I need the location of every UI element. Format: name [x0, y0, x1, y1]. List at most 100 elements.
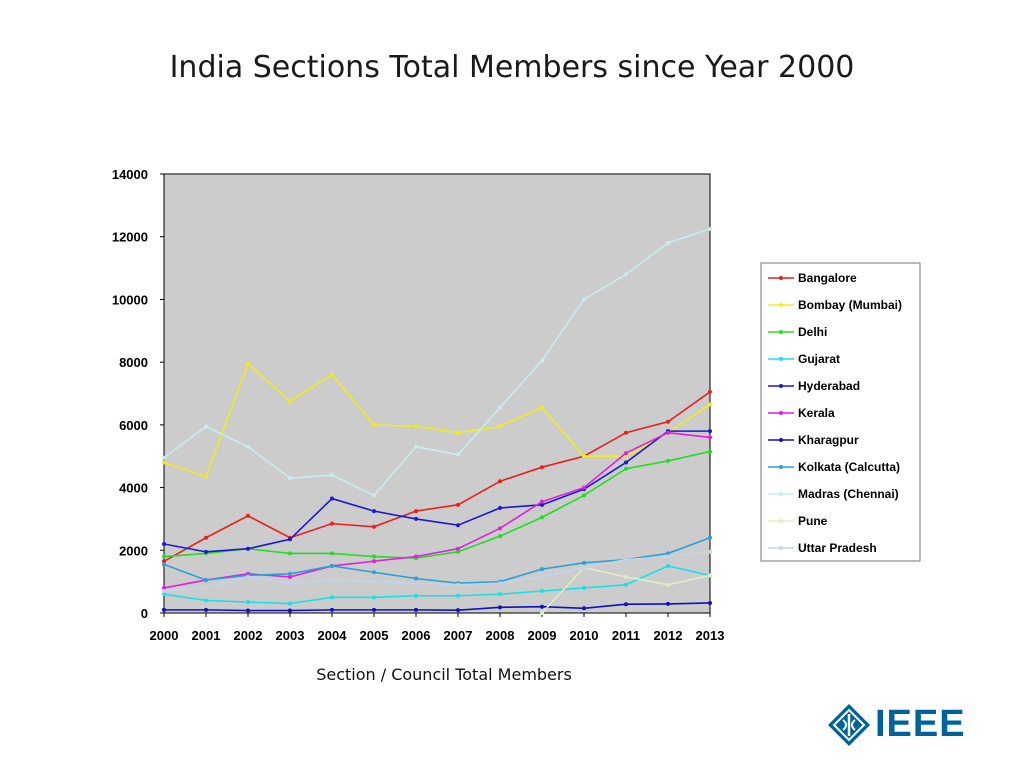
- data-point: [414, 424, 418, 429]
- data-point: [162, 542, 166, 547]
- x-tick-label: 2013: [696, 628, 725, 643]
- data-point: [456, 608, 460, 613]
- data-point: [162, 554, 166, 559]
- legend-box: [760, 262, 921, 562]
- legend-swatch-marker: [779, 276, 783, 280]
- legend-swatch-marker: [779, 546, 783, 550]
- data-point: [624, 430, 628, 435]
- series-line-6: [164, 602, 711, 612]
- data-point: [540, 465, 544, 470]
- data-point: [624, 460, 628, 465]
- data-point: [456, 523, 460, 528]
- x-tick-label: 2010: [570, 628, 599, 643]
- data-point: [246, 574, 250, 579]
- data-point: [162, 455, 166, 460]
- data-point: [288, 581, 292, 586]
- data-point: [498, 534, 502, 539]
- series-line-1: [163, 362, 711, 478]
- data-point: [372, 595, 376, 600]
- data-point: [414, 509, 418, 514]
- x-tick-label: 2009: [528, 628, 557, 643]
- data-point: [414, 516, 418, 521]
- data-point: [456, 452, 460, 457]
- data-point: [666, 601, 670, 606]
- data-point: [498, 605, 502, 610]
- data-point: [162, 562, 166, 567]
- data-point: [288, 476, 292, 481]
- data-point: [624, 574, 628, 579]
- data-point: [204, 549, 208, 554]
- data-point: [456, 549, 460, 554]
- data-point: [456, 546, 460, 551]
- data-point: [288, 399, 292, 404]
- data-point: [624, 451, 628, 456]
- chart-caption: Section / Council Total Members: [316, 665, 572, 684]
- data-point: [330, 372, 334, 377]
- data-point: [708, 549, 712, 554]
- data-point: [708, 573, 712, 578]
- data-point: [414, 554, 418, 559]
- legend-label: Kerala: [798, 406, 835, 420]
- data-point: [456, 593, 460, 598]
- data-point: [330, 578, 334, 583]
- data-point: [372, 554, 376, 559]
- x-tick-label: 2000: [150, 628, 179, 643]
- data-point: [708, 389, 712, 394]
- data-point: [330, 551, 334, 556]
- legend-label: Uttar Pradesh: [798, 541, 877, 555]
- data-point: [540, 405, 544, 410]
- data-point: [498, 505, 502, 510]
- legend-label: Delhi: [798, 325, 827, 339]
- data-point: [414, 444, 418, 449]
- data-point: [204, 578, 208, 583]
- slide-title: India Sections Total Members since Year …: [169, 50, 855, 85]
- data-point: [540, 589, 544, 594]
- data-point: [540, 574, 544, 579]
- data-point: [540, 358, 544, 363]
- legend-swatch-marker: [779, 330, 783, 334]
- data-point: [162, 585, 166, 590]
- data-point: [708, 429, 712, 434]
- data-point: [540, 502, 544, 507]
- data-point: [666, 582, 670, 587]
- data-point: [414, 576, 418, 581]
- y-tick-label: 8000: [119, 355, 148, 370]
- data-point: [204, 535, 208, 540]
- y-tick-label: 2000: [119, 543, 148, 558]
- data-point: [456, 430, 460, 435]
- data-point: [498, 424, 502, 429]
- data-point: [666, 419, 670, 424]
- series-line-3: [163, 565, 711, 605]
- data-point: [246, 444, 250, 449]
- data-point: [540, 515, 544, 520]
- y-tick-label: 12000: [112, 230, 148, 245]
- data-point: [288, 601, 292, 606]
- data-point: [666, 458, 670, 463]
- data-point: [582, 493, 586, 498]
- series-line-2: [163, 450, 711, 559]
- data-point: [582, 565, 586, 570]
- data-point: [246, 608, 250, 613]
- ieee-diamond-icon: [828, 704, 870, 746]
- data-point: [330, 496, 334, 501]
- x-tick-label: 2011: [612, 628, 640, 643]
- data-point: [456, 582, 460, 587]
- ieee-logo-text: IEEE: [875, 703, 966, 745]
- data-point: [162, 559, 166, 564]
- data-point: [204, 585, 208, 590]
- legend-label: Madras (Chennai): [798, 487, 899, 501]
- data-point: [246, 361, 250, 366]
- legend-label: Bombay (Mumbai): [798, 298, 902, 312]
- data-point: [624, 602, 628, 607]
- legend-swatch-marker: [779, 465, 783, 469]
- data-point: [204, 607, 208, 612]
- series-line-4: [163, 430, 710, 553]
- legend: Bangalore Bombay (Mumbai) Delhi Gujarat Hyde…: [760, 262, 921, 562]
- legend-swatch-marker: [779, 411, 783, 415]
- data-point: [708, 226, 712, 231]
- data-point: [372, 422, 376, 427]
- data-point: [666, 551, 670, 556]
- data-point: [666, 240, 670, 245]
- legend-swatch-marker: [779, 519, 783, 523]
- data-point: [372, 493, 376, 498]
